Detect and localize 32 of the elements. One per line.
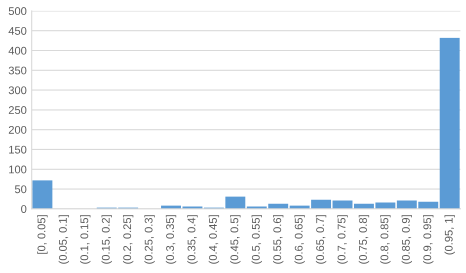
x-tick-label: (0.6, 0.65]	[294, 215, 305, 264]
x-tick-label: (0.35, 0.4]	[187, 215, 198, 264]
y-tick-label: 200	[8, 126, 26, 134]
x-tick-label: (0.15, 0.2]	[102, 215, 112, 264]
x-tick-label: (0.05, 0.1]	[58, 215, 70, 264]
x-tick-label: (0.45, 0.5]	[230, 215, 241, 264]
x-tick-label: (0.8, 0.85]	[380, 215, 391, 264]
x-tick-label: (0.7, 0.75]	[337, 215, 348, 264]
y-tick-label: 250	[8, 106, 26, 114]
x-tick-label: (0.9, 0.95]	[423, 215, 434, 264]
x-tick-label: (0.55, 0.6]	[273, 215, 284, 264]
y-tick-label: 100	[9, 166, 26, 174]
x-tick-label: (0.2, 0.25]	[122, 215, 134, 264]
y-tick-label: 400	[8, 46, 26, 55]
x-tick-label: (0.1, 0.15]	[80, 215, 90, 264]
y-tick-label: 350	[8, 66, 26, 74]
x-tick-label: (0.3, 0.35]	[166, 215, 176, 264]
x-tick-label: (0.5, 0.55]	[252, 215, 262, 264]
x-tick-label: (0.85, 0.9]	[402, 215, 412, 264]
x-tick-label: (0.75, 0.8]	[358, 215, 370, 264]
y-tick-label: 0	[21, 205, 26, 213]
bar	[32, 180, 52, 209]
y-tick-label: 500	[8, 7, 26, 16]
x-tick-label: (0.95, 1]	[444, 215, 455, 254]
y-tick-label: 150	[9, 146, 26, 154]
x-tick-label: (0.4, 0.45]	[208, 215, 220, 264]
x-tick-label: (0.65, 0.7]	[316, 215, 326, 264]
x-tick-label: (0.25, 0.3]	[144, 215, 155, 264]
y-tick-label: 50	[14, 185, 26, 194]
x-tick-label: [0, 0.05]	[37, 215, 48, 254]
y-tick-label: 300	[8, 86, 26, 94]
y-tick-label: 450	[8, 26, 26, 35]
